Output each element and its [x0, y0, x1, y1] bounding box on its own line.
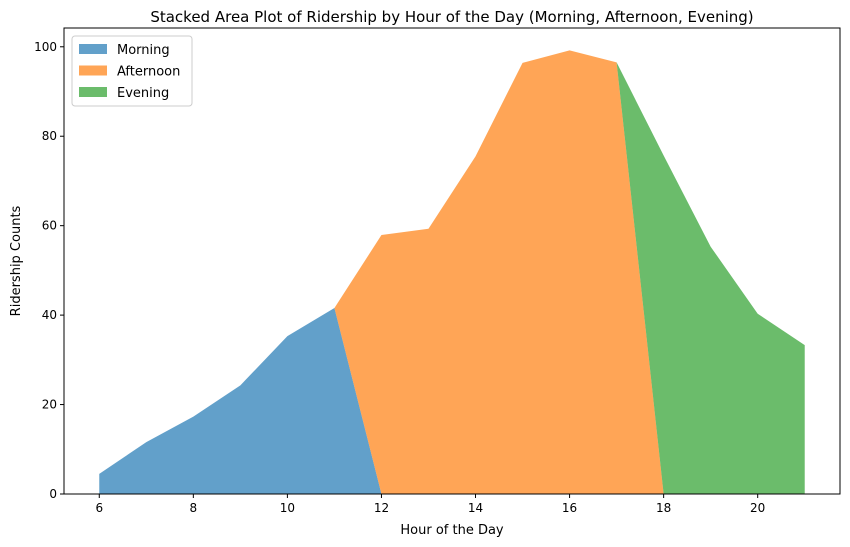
x-tick-label: 10 [280, 501, 295, 515]
plot-frame [63, 27, 841, 495]
x-axis: 6 8 10 12 14 16 18 20 [95, 494, 765, 515]
x-axis-label: Hour of the Day [400, 523, 504, 538]
y-tick-label: 80 [42, 129, 57, 143]
area-afternoon [99, 50, 805, 495]
chart-title: Stacked Area Plot of Ridership by Hour o… [150, 8, 753, 26]
area-layers [99, 50, 805, 495]
legend: Morning Afternoon Evening [71, 35, 193, 107]
legend-label-evening: Evening [117, 86, 169, 101]
area-evening [99, 50, 805, 495]
legend-swatch-evening [79, 87, 107, 97]
area-morning [99, 307, 805, 494]
y-tick-label: 20 [42, 398, 57, 412]
legend-swatch-morning [79, 44, 107, 54]
legend-label-morning: Morning [117, 43, 170, 58]
x-tick-label: 6 [95, 501, 103, 515]
y-tick-label: 40 [42, 308, 57, 322]
legend-swatch-afternoon [79, 65, 107, 76]
y-tick-label: 60 [42, 219, 57, 233]
x-tick-label: 20 [750, 501, 765, 515]
y-axis-label: Ridership Counts [9, 205, 24, 316]
x-tick-label: 16 [562, 501, 577, 515]
y-tick-label: 100 [34, 40, 57, 54]
legend-label-afternoon: Afternoon [117, 65, 180, 80]
y-tick-label: 0 [49, 487, 57, 501]
x-tick-label: 18 [656, 501, 671, 515]
x-tick-label: 8 [190, 501, 198, 515]
y-axis: 0 20 40 60 80 100 [34, 40, 64, 501]
x-tick-label: 12 [374, 501, 389, 515]
x-tick-label: 14 [468, 501, 483, 515]
